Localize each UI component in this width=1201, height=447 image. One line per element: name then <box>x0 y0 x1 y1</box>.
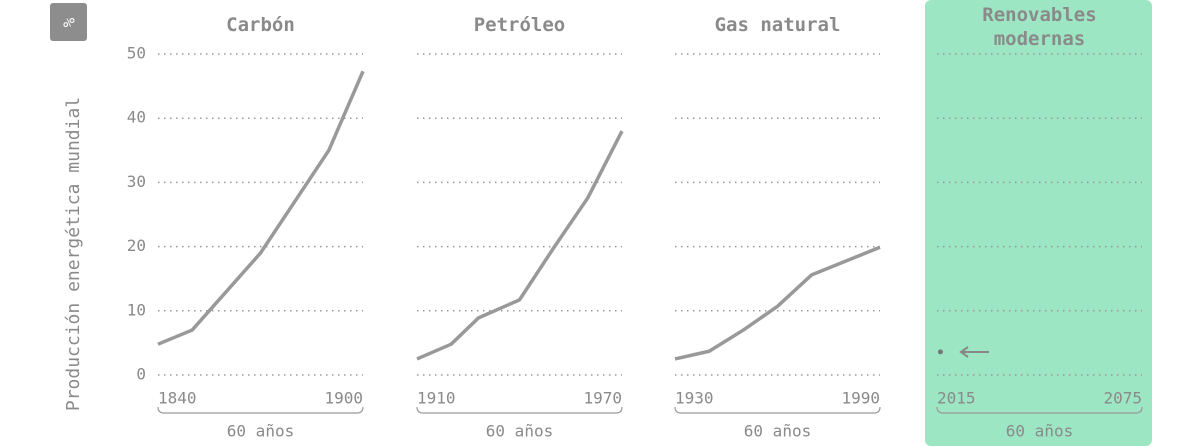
y-tick-label: 40 <box>127 108 146 127</box>
x-tick-label: 1840 <box>158 389 197 408</box>
x-tick-label: 1910 <box>417 389 456 408</box>
y-tick-label: 20 <box>127 236 146 255</box>
x-tick-label: 2075 <box>1103 389 1142 408</box>
data-line <box>157 70 365 346</box>
span-label: 60 años <box>744 422 811 441</box>
y-tick-label: 50 <box>127 44 146 63</box>
data-point <box>937 349 943 355</box>
span-label: 60 años <box>1006 422 1073 441</box>
x-tick-label: 1970 <box>583 389 622 408</box>
x-tick-label: 2015 <box>937 389 976 408</box>
span-label: 60 años <box>227 422 294 441</box>
panel-title: Renovables modernas <box>982 4 1097 50</box>
unit-text: % <box>58 17 78 27</box>
panel-title: Carbón <box>226 14 295 36</box>
span-bracket <box>674 406 881 414</box>
panel-title: Petróleo <box>473 14 566 36</box>
unit-badge: % <box>50 3 87 41</box>
data-line <box>674 245 881 361</box>
x-tick-label: 1900 <box>324 389 363 408</box>
span-bracket <box>936 406 1143 414</box>
x-tick-label: 1990 <box>841 389 880 408</box>
arrow <box>959 346 989 358</box>
span-label: 60 años <box>486 422 553 441</box>
panel-title: Gas natural <box>714 14 841 36</box>
x-tick-label: 1930 <box>675 389 714 408</box>
highlight-panel <box>925 0 1152 446</box>
span-bracket <box>416 406 623 414</box>
span-bracket <box>157 406 364 414</box>
y-axis-label: Producción energética mundial <box>63 97 84 411</box>
y-tick-label: 0 <box>136 365 146 384</box>
y-tick-label: 30 <box>127 172 146 191</box>
data-line <box>416 130 624 361</box>
y-tick-label: 10 <box>127 300 146 319</box>
